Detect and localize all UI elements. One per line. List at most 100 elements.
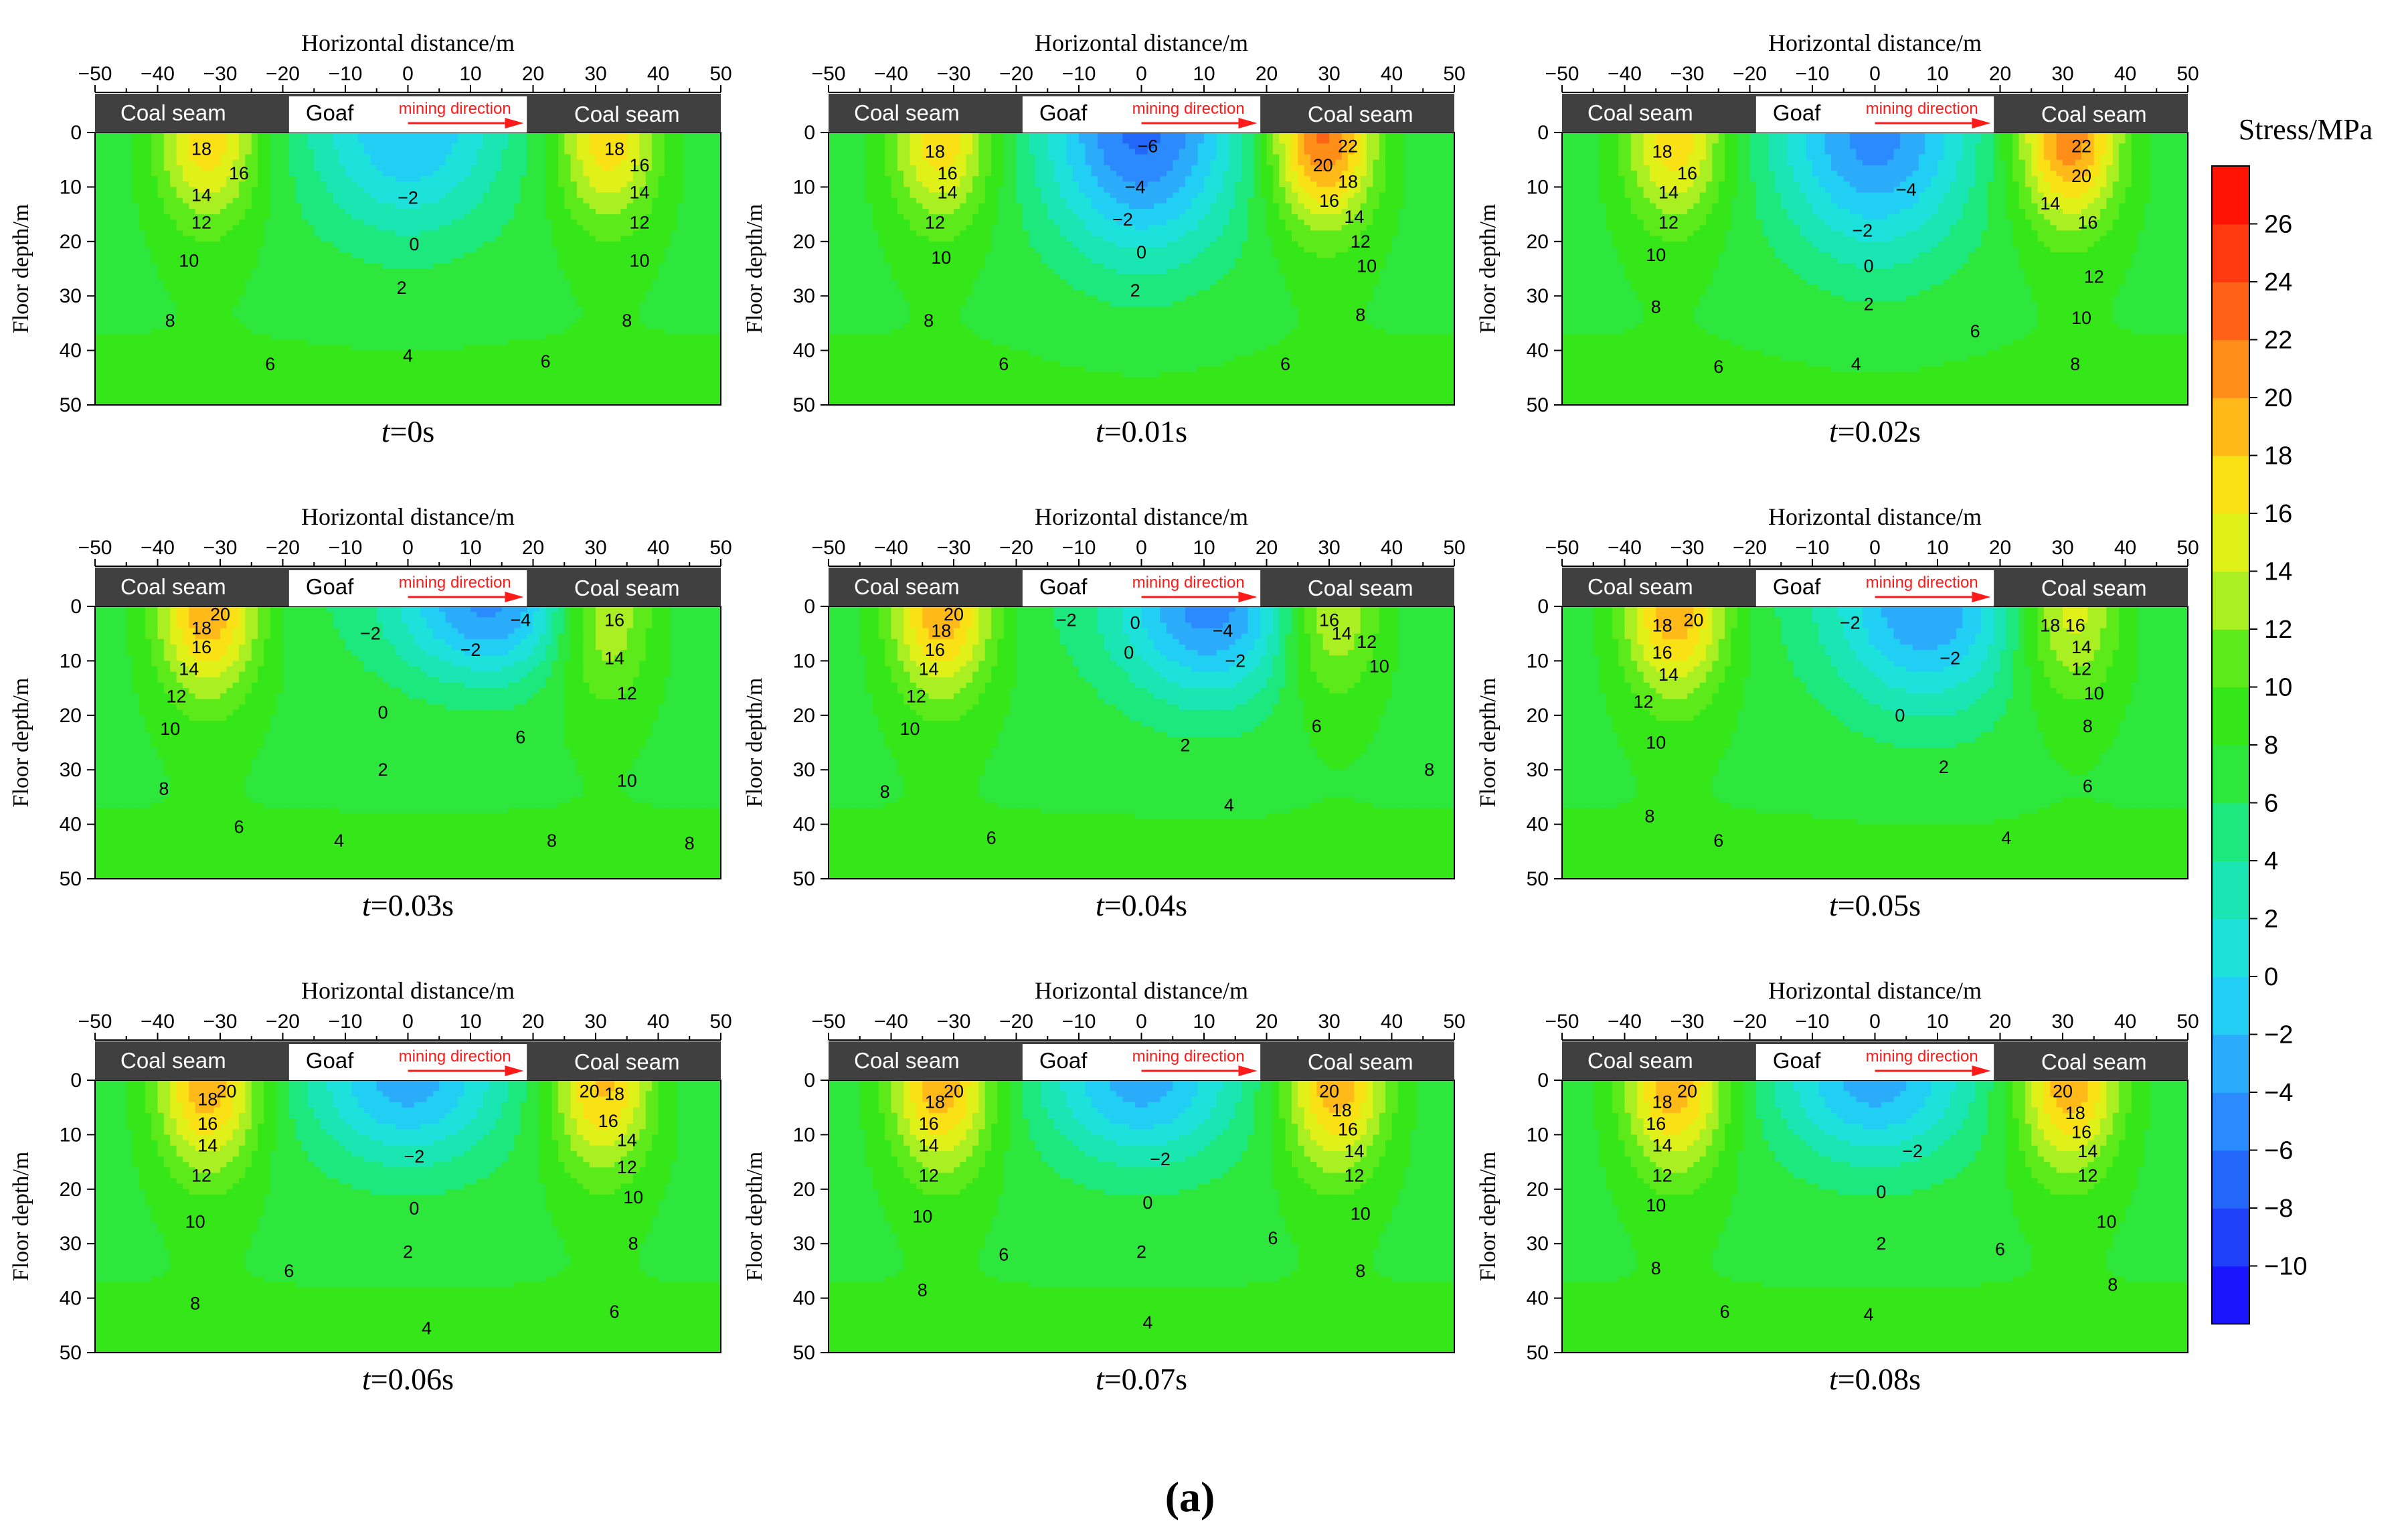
heatmap-cell bbox=[708, 252, 715, 258]
heatmap-cell bbox=[220, 361, 227, 367]
heatmap-cell bbox=[689, 296, 697, 302]
heatmap-cell bbox=[351, 220, 359, 226]
heatmap-cell bbox=[139, 176, 146, 182]
heatmap-cell bbox=[133, 399, 140, 405]
heatmap-cell bbox=[333, 350, 340, 357]
heatmap-cell bbox=[282, 138, 290, 144]
heatmap-cell bbox=[276, 367, 284, 373]
heatmap-cell bbox=[207, 268, 215, 275]
heatmap-cell bbox=[570, 290, 578, 296]
heatmap-cell bbox=[695, 339, 703, 346]
heatmap-cell bbox=[489, 143, 496, 150]
heatmap-cell bbox=[189, 394, 196, 400]
heatmap-cell bbox=[239, 241, 246, 248]
heatmap-cell bbox=[195, 329, 202, 335]
heatmap-cell bbox=[695, 383, 703, 390]
heatmap-cell bbox=[314, 334, 321, 340]
heatmap-cell bbox=[570, 165, 578, 171]
heatmap-cell bbox=[239, 399, 246, 405]
heatmap-cell bbox=[432, 241, 440, 248]
heatmap-cell bbox=[639, 361, 647, 367]
heatmap-cell bbox=[695, 230, 703, 237]
heatmap-cell bbox=[145, 383, 152, 390]
heatmap-cell bbox=[557, 203, 565, 209]
heatmap-cell bbox=[708, 296, 715, 302]
heatmap-cell bbox=[557, 284, 565, 291]
heatmap-cell bbox=[432, 203, 440, 209]
heatmap-cell bbox=[314, 246, 321, 253]
heatmap-cell bbox=[270, 214, 277, 220]
heatmap-cell bbox=[333, 181, 340, 187]
heatmap-cell bbox=[533, 176, 540, 182]
heatmap-cell bbox=[539, 312, 546, 319]
heatmap-cell bbox=[151, 133, 159, 139]
heatmap-cell bbox=[270, 394, 277, 400]
heatmap-cell bbox=[157, 296, 165, 302]
heatmap-cell bbox=[608, 220, 615, 226]
heatmap-cell bbox=[326, 246, 333, 253]
heatmap-cell bbox=[395, 225, 402, 232]
heatmap-cell bbox=[432, 165, 440, 171]
heatmap-cell bbox=[533, 230, 540, 237]
heatmap-cell bbox=[677, 329, 684, 335]
heatmap-cell bbox=[714, 274, 721, 280]
heatmap-cell bbox=[226, 138, 234, 144]
heatmap-cell bbox=[701, 323, 709, 329]
heatmap-cell bbox=[239, 187, 246, 193]
heatmap-cell bbox=[439, 159, 446, 166]
heatmap-cell bbox=[314, 263, 321, 270]
heatmap-cell bbox=[145, 241, 152, 248]
heatmap-cell bbox=[295, 208, 303, 215]
heatmap-cell bbox=[101, 367, 108, 373]
heatmap-cell bbox=[539, 149, 546, 155]
heatmap-cell bbox=[307, 263, 315, 270]
heatmap-cell bbox=[383, 301, 390, 308]
heatmap-cell bbox=[176, 372, 183, 378]
heatmap-cell bbox=[101, 197, 108, 204]
heatmap-cell bbox=[620, 377, 628, 384]
heatmap-cell bbox=[264, 323, 271, 329]
heatmap-cell bbox=[258, 383, 265, 390]
heatmap-cell bbox=[270, 230, 277, 237]
heatmap-cell bbox=[645, 339, 653, 346]
heatmap-cell bbox=[677, 274, 684, 280]
heatmap-cell bbox=[527, 329, 534, 335]
heatmap-cell bbox=[351, 252, 359, 258]
heatmap-cell bbox=[508, 301, 515, 308]
heatmap-cell bbox=[176, 214, 183, 220]
heatmap-cell bbox=[170, 290, 177, 296]
heatmap-cell bbox=[333, 296, 340, 302]
heatmap-cell bbox=[101, 399, 108, 405]
heatmap-cell bbox=[95, 279, 102, 286]
heatmap-cell bbox=[477, 301, 484, 308]
heatmap-cell bbox=[264, 230, 271, 237]
heatmap-cell bbox=[307, 290, 315, 296]
heatmap-cell bbox=[114, 258, 120, 264]
heatmap-cell bbox=[326, 290, 333, 296]
heatmap-cell bbox=[570, 149, 578, 155]
heatmap-cell bbox=[570, 241, 578, 248]
heatmap-cell bbox=[326, 203, 333, 209]
heatmap-cell bbox=[432, 192, 440, 199]
heatmap-cell bbox=[220, 241, 227, 248]
heatmap-cell bbox=[120, 230, 127, 237]
heatmap-cell bbox=[170, 394, 177, 400]
heatmap-cell bbox=[677, 279, 684, 286]
heatmap-cell bbox=[139, 355, 146, 362]
heatmap-cell bbox=[426, 187, 434, 193]
heatmap-cell bbox=[245, 181, 252, 187]
heatmap-cell bbox=[213, 350, 221, 357]
heatmap-cell bbox=[270, 208, 277, 215]
heatmap-cell bbox=[527, 236, 534, 242]
heatmap-cell bbox=[239, 149, 246, 155]
heatmap-cell bbox=[557, 301, 565, 308]
heatmap-cell bbox=[639, 345, 647, 351]
heatmap-cell bbox=[107, 197, 114, 204]
heatmap-cell bbox=[301, 263, 309, 270]
heatmap-cell bbox=[357, 154, 365, 161]
heatmap-cell bbox=[576, 317, 584, 324]
heatmap-cell bbox=[126, 149, 133, 155]
heatmap-cell bbox=[464, 296, 471, 302]
heatmap-cell bbox=[645, 133, 653, 139]
heatmap-cell bbox=[201, 329, 208, 335]
